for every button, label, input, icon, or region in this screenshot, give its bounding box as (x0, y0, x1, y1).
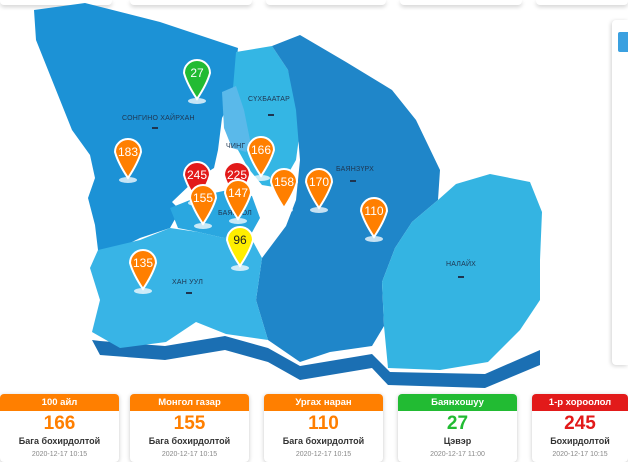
station-timestamp: 2020-12-17 10:15 (552, 451, 608, 458)
marker-shadow (229, 218, 247, 224)
aqi-marker[interactable]: 147 (223, 179, 253, 224)
station-name: 100 айл (0, 394, 119, 411)
station-card[interactable]: Баянхошуу 27 Цэвэр 2020-12-17 11:00 (398, 394, 517, 462)
district-nalaikh[interactable] (382, 174, 542, 370)
station-name: Ургах наран (264, 394, 383, 411)
marker-shadow (134, 288, 152, 294)
marker-value: 27 (190, 66, 204, 80)
station-status: Цэвэр (443, 436, 472, 446)
station-aqi-value: 110 (308, 413, 339, 434)
marker-value: 183 (118, 145, 138, 159)
station-timestamp: 2020-12-17 11:00 (430, 451, 485, 458)
aqi-marker[interactable]: 183 (113, 138, 143, 183)
marker-value: 225 (227, 168, 247, 182)
top-card-edge (536, 0, 628, 5)
side-panel[interactable] (612, 20, 628, 365)
label-nalaikh: НАЛАЙХ (446, 259, 476, 268)
station-timestamp: 2020-12-17 10:15 (31, 451, 88, 458)
marker-value: 170 (309, 175, 329, 189)
station-name: 1-р хороолол (532, 394, 628, 411)
label-sukhbaatar: СҮХБААТАР (248, 96, 290, 103)
top-card-edge (266, 0, 386, 5)
aqi-marker[interactable]: 158 (269, 168, 299, 213)
station-card[interactable]: 1-р хороолол 245 Бохирдолтой 2020-12-17 10:… (532, 394, 628, 462)
label-songino: СОНГИНО ХАЙРХАН (122, 113, 195, 122)
label-chin: ЧИНГ (226, 143, 245, 150)
marker-shadow (310, 207, 328, 213)
marker-pin (182, 59, 212, 101)
station-status: Бага бохирдолтой (282, 436, 365, 446)
aqi-marker[interactable]: 245 (182, 161, 212, 206)
aqi-marker[interactable]: 96 (225, 226, 255, 271)
station-card[interactable]: Ургах наран 110 Бага бохирдолтой 2020-12-17… (264, 394, 383, 462)
station-status: Бохирдолтой (550, 436, 610, 446)
marker-pin (359, 197, 389, 239)
map-extrusion (92, 336, 540, 388)
side-panel-accent (618, 32, 628, 52)
marker-value: 110 (364, 204, 383, 218)
label-bayanzurkh: БАЯНЗҮРХ (336, 166, 374, 173)
station-status: Бага бохирдолтой (18, 436, 101, 446)
marker-pin (223, 179, 253, 221)
marker-shadow (365, 236, 383, 242)
station-timestamp: 2020-12-17 10:15 (161, 451, 218, 458)
aqi-marker[interactable]: 110 (359, 197, 389, 242)
marker-shadow (194, 223, 212, 229)
station-aqi-value: 27 (446, 413, 469, 434)
marker-shadow (252, 175, 270, 181)
marker-pin (304, 168, 334, 210)
top-card-edge (130, 0, 252, 5)
marker-value: 135 (133, 256, 153, 270)
station-aqi-value: 245 (564, 413, 596, 434)
aqi-marker[interactable]: 27 (182, 59, 212, 104)
aqi-marker[interactable]: 155 (188, 184, 218, 229)
aqi-marker[interactable]: 135 (128, 249, 158, 294)
station-cards: 100 айл 166 Бага бохирдолтой 2020-12-17 10:… (0, 394, 628, 462)
district-chingeltei[interactable] (222, 86, 250, 152)
marker-pin (182, 161, 212, 203)
marker-pin (246, 136, 276, 178)
station-timestamp: 2020-12-17 10:15 (295, 451, 352, 458)
marker-pin (225, 226, 255, 268)
marker-pin (269, 168, 299, 210)
marker-pin (188, 184, 218, 226)
marker-value: 96 (233, 233, 247, 247)
marker-shadow (119, 177, 137, 183)
marker-shadow (188, 98, 206, 104)
label-khanuul: ХАН УУЛ (172, 279, 203, 286)
station-aqi-value: 166 (43, 413, 76, 434)
marker-shadow (275, 207, 293, 213)
station-name: Монгол газар (130, 394, 249, 411)
top-card-edge (0, 0, 112, 5)
top-card-edge (400, 0, 522, 5)
marker-value: 147 (228, 186, 248, 200)
aqi-markers: 27 183 166 245 225 155 147 158 170 110 96 135 (113, 59, 389, 294)
district-bayanzurkh[interactable] (256, 35, 440, 362)
marker-value: 245 (187, 168, 207, 182)
marker-shadow (231, 265, 249, 271)
marker-value: 158 (274, 175, 294, 189)
marker-pin (113, 138, 143, 180)
station-status: Бага бохирдолтой (148, 436, 231, 446)
station-aqi-value: 155 (173, 413, 206, 434)
top-card-strip (0, 0, 628, 6)
marker-value: 166 (251, 143, 271, 157)
district-map: СОНГИНО ХАЙРХАН СҮХБААТАР ЧИНГ БАЯНЗҮРХ … (34, 3, 542, 388)
marker-pin (128, 249, 158, 291)
district-sukhbaatar[interactable] (226, 46, 300, 188)
station-card[interactable]: Монгол газар 155 Бага бохирдолтой 2020-12-1… (130, 394, 249, 462)
aqi-marker[interactable]: 166 (246, 136, 276, 181)
station-name: Баянхошуу (398, 394, 517, 411)
marker-value: 155 (193, 191, 213, 205)
station-card[interactable]: 100 айл 166 Бага бохирдолтой 2020-12-17 10:… (0, 394, 119, 462)
aqi-marker[interactable]: 170 (304, 168, 334, 213)
